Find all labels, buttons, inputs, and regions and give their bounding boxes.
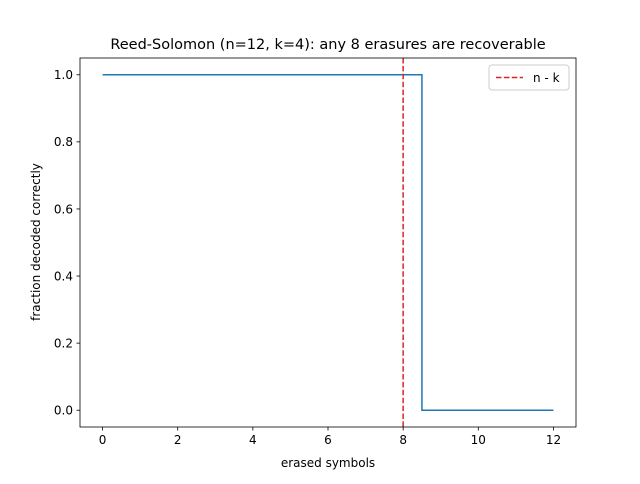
y-tick-label: 0.0: [54, 404, 73, 418]
x-tick-label: 2: [174, 433, 182, 447]
y-tick-label: 0.8: [54, 135, 73, 149]
x-tick-label: 8: [399, 433, 407, 447]
legend-label: n - k: [533, 71, 560, 85]
legend: n - k: [488, 64, 570, 91]
ticks-layer: 0 2 4 6 8 10 12 0.0 0.2 0.4 0.6 0.8 1.0: [54, 68, 561, 447]
legend-box: [488, 64, 570, 91]
y-tick-label: 0.2: [54, 336, 73, 350]
x-tick-label: 10: [471, 433, 486, 447]
chart-title: Reed-Solomon (n=12, k=4): any 8 erasures…: [110, 37, 545, 53]
x-tick-label: 6: [324, 433, 332, 447]
plot-layer: [102, 58, 554, 427]
x-tick-label: 12: [546, 433, 561, 447]
x-tick-label: 0: [99, 433, 107, 447]
x-axis-label: erased symbols: [281, 456, 375, 470]
axes-frame: [79, 57, 577, 428]
y-tick-label: 0.6: [54, 202, 73, 216]
y-axis-label: fraction decoded correctly: [29, 163, 43, 321]
y-tick-label: 1.0: [54, 68, 73, 82]
series-line-0: [102, 74, 554, 411]
x-tick-label: 4: [249, 433, 257, 447]
y-tick-label: 0.4: [54, 269, 73, 283]
